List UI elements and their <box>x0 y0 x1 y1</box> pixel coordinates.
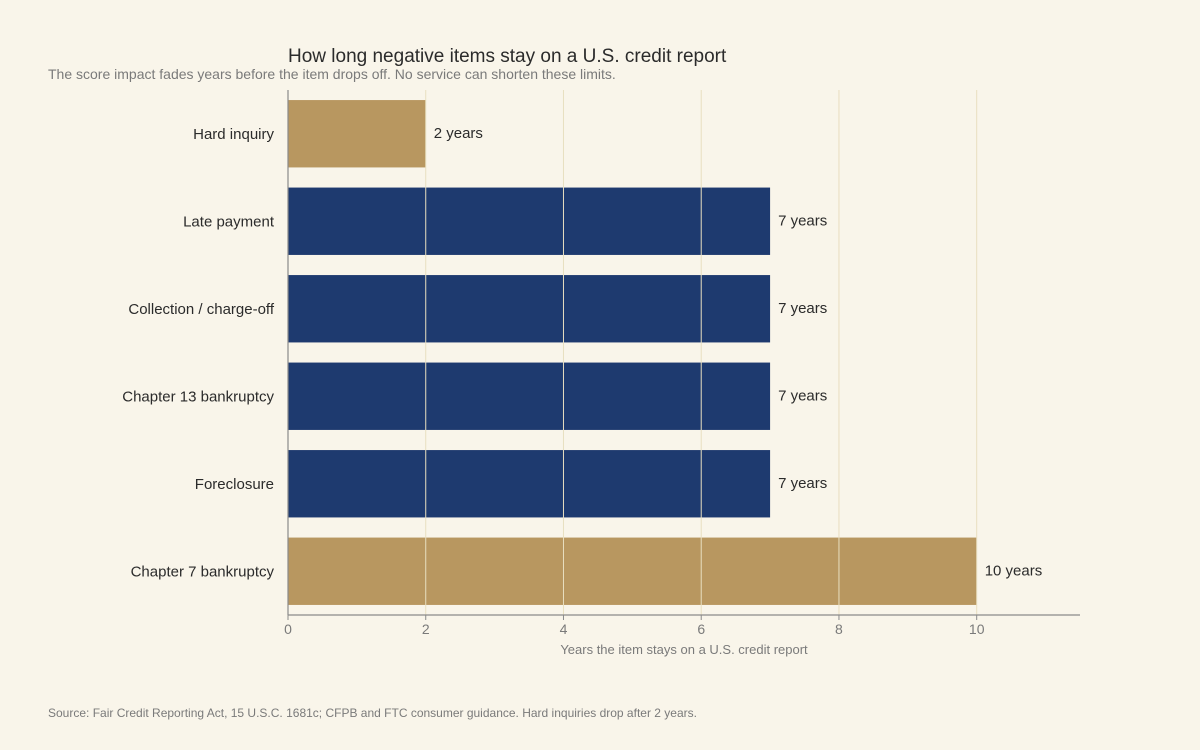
grid-lines <box>425 90 978 615</box>
bar <box>288 537 977 605</box>
data-label: 7 years <box>778 300 827 317</box>
data-label: 7 years <box>778 475 827 492</box>
source-note: Source: Fair Credit Reporting Act, 15 U.… <box>48 706 697 720</box>
data-label: 7 years <box>778 387 827 404</box>
data-label: 7 years <box>778 212 827 229</box>
bar <box>288 362 771 430</box>
data-label: 10 years <box>985 562 1043 579</box>
category-label: Late payment <box>183 213 275 230</box>
x-tick-label: 10 <box>969 621 985 637</box>
x-axis-label: Years the item stays on a U.S. credit re… <box>560 642 808 657</box>
bars <box>288 100 977 605</box>
x-tick-label: 2 <box>422 621 430 637</box>
x-tick-label: 6 <box>697 621 705 637</box>
bar <box>288 187 771 255</box>
bar <box>288 100 426 168</box>
axes: Hard inquiry 2 years Late payment 7 years Co… <box>122 90 1080 637</box>
category-label: Chapter 13 bankruptcy <box>122 388 274 405</box>
bar <box>288 450 771 518</box>
category-label: Collection / charge-off <box>128 301 274 318</box>
x-tick-label: 0 <box>284 621 292 637</box>
bar <box>288 275 771 343</box>
category-label: Hard inquiry <box>193 126 274 143</box>
chart-title: How long negative items stay on a U.S. c… <box>288 46 727 67</box>
category-label: Chapter 7 bankruptcy <box>131 563 275 580</box>
category-label: Foreclosure <box>195 476 274 493</box>
chart-subtitle: The score impact fades years before the … <box>48 66 616 82</box>
x-tick-label: 4 <box>560 621 568 637</box>
x-tick-label: 8 <box>835 621 843 637</box>
data-label: 2 years <box>434 125 483 142</box>
